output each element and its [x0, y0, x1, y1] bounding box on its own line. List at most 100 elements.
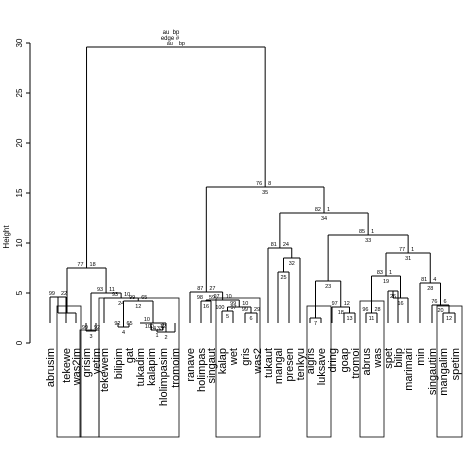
- root-title: au bp edge #: [161, 30, 180, 42]
- node-au-label: 81: [421, 277, 427, 283]
- leaf-label: abrus: [361, 348, 373, 376]
- node-edge-label: 25: [280, 275, 286, 281]
- node-au-label: 76: [431, 299, 437, 305]
- node-au-label: 83: [377, 270, 383, 276]
- node-edge-label: 26: [390, 294, 396, 300]
- node-bp-label: 97: [231, 305, 237, 311]
- node-edge-label: 19: [383, 279, 389, 285]
- tree: [49, 46, 456, 333]
- node-edge-label: 16: [203, 304, 209, 310]
- node-au-label: 82: [315, 207, 321, 213]
- leaf-label: yetim: [91, 348, 103, 374]
- leaf-label: presen: [284, 348, 296, 382]
- y-tick-label: 30: [15, 38, 24, 47]
- node-edge-label: 24: [118, 301, 124, 307]
- node-edge-label: 23: [325, 284, 331, 290]
- cluster-box: [306, 305, 332, 438]
- leaf-label: mangal: [273, 348, 285, 384]
- node-au-label: 81: [271, 242, 277, 248]
- leaf-label: was: [372, 348, 384, 369]
- leaf-label: tekewem: [99, 348, 111, 392]
- node-bp-label: 27: [209, 286, 215, 292]
- node-edge-label: 13: [346, 316, 352, 322]
- leaf-label: kalapim: [146, 348, 158, 386]
- node-edge-label: 11: [369, 316, 375, 322]
- node-edge-label: 4: [122, 330, 125, 336]
- y-tick-label: 25: [15, 88, 24, 97]
- leaf-label: grisim: [81, 348, 93, 377]
- leaf-label: wet: [228, 348, 240, 366]
- cluster-box: [98, 297, 180, 438]
- cluster-box: [436, 305, 463, 438]
- y-axis: 0 5 10 15 20 25 30: [15, 38, 31, 345]
- node-au-label: 93: [97, 287, 103, 293]
- node-edge-label: 31: [405, 256, 411, 262]
- root-au-label: au: [163, 30, 170, 36]
- y-tick-label: 15: [15, 188, 24, 197]
- y-tick-label: 5: [15, 290, 24, 295]
- leaf-label: gat: [124, 348, 136, 363]
- y-tick-label: 20: [15, 138, 24, 147]
- leaf-label: spet: [383, 348, 395, 369]
- node-edge-label: 18: [338, 310, 344, 316]
- node-au-label: 10: [144, 317, 150, 323]
- node-edge-label: 28: [427, 286, 433, 292]
- leaf-label: luksave: [316, 348, 328, 385]
- node-bp-label: bp: [179, 41, 185, 47]
- node-au-label: 93: [112, 292, 118, 298]
- node-edge-label: 5: [226, 314, 229, 320]
- node-bp-label: 12: [344, 301, 350, 307]
- y-tick-label: 0: [15, 340, 24, 345]
- node-au-label: 33: [157, 326, 163, 332]
- leaf-label: singautim: [427, 348, 439, 395]
- leaf-label: bilipim: [113, 348, 125, 379]
- node-au-label: 76: [256, 181, 262, 187]
- node-au-label: 100: [145, 324, 154, 330]
- leaf-label: kalap: [217, 348, 229, 374]
- node-au-label: 99: [49, 291, 55, 297]
- node-au-label: 77: [77, 262, 83, 268]
- leaf-label: singaut: [206, 348, 218, 383]
- node-au-label: 99: [230, 301, 236, 307]
- leaf-label: was2: [252, 348, 264, 375]
- node-edge-label: 12: [135, 304, 141, 310]
- node-bp-label: 10: [226, 294, 232, 300]
- node-bp-label: 18: [90, 262, 96, 268]
- node-bp-label: 92: [94, 325, 100, 331]
- node-edge-label: 3: [89, 334, 92, 340]
- leaf-label: gris: [240, 348, 252, 366]
- root-bp-label: bp: [173, 30, 180, 36]
- node-edge-label: 16: [397, 301, 403, 307]
- node-au-label: au: [167, 41, 173, 47]
- node-au-label: 97: [332, 301, 338, 307]
- node-bp-label: 11: [109, 287, 115, 293]
- node-edge-label: 32: [289, 261, 295, 267]
- leaf-label: holimpas: [196, 348, 208, 393]
- node-au-label: 92: [114, 321, 120, 327]
- node-bp-label: 10: [124, 292, 130, 298]
- node-bp-label: 29: [254, 307, 260, 313]
- node-bp-label: 4: [433, 277, 436, 283]
- leaf-label: min: [415, 348, 427, 366]
- node-bp-label: 24: [283, 242, 289, 248]
- node-bp-label: 12: [160, 324, 166, 330]
- node-edge-label: 33: [365, 238, 371, 244]
- leaf-label: bilip: [393, 348, 405, 368]
- node-bp-label: 1: [389, 270, 392, 276]
- node-bp-label: 1: [371, 229, 374, 235]
- node-edge-label: 34: [321, 216, 327, 222]
- node-bp-label: 22: [61, 291, 67, 297]
- leaf-label: hlolimpasim: [158, 348, 170, 406]
- node-au-label: 99: [242, 307, 248, 313]
- leaf-label: ranave: [185, 348, 197, 382]
- node-edge-label: 7: [314, 321, 317, 327]
- node-bp-label: 59: [209, 295, 215, 301]
- node-bp-label: 6: [444, 299, 447, 305]
- node-edge-label: 6: [249, 316, 252, 322]
- leaf-label: mangalim: [438, 348, 450, 396]
- y-tick-label: 10: [15, 238, 24, 247]
- node-au-label: 99: [82, 325, 88, 331]
